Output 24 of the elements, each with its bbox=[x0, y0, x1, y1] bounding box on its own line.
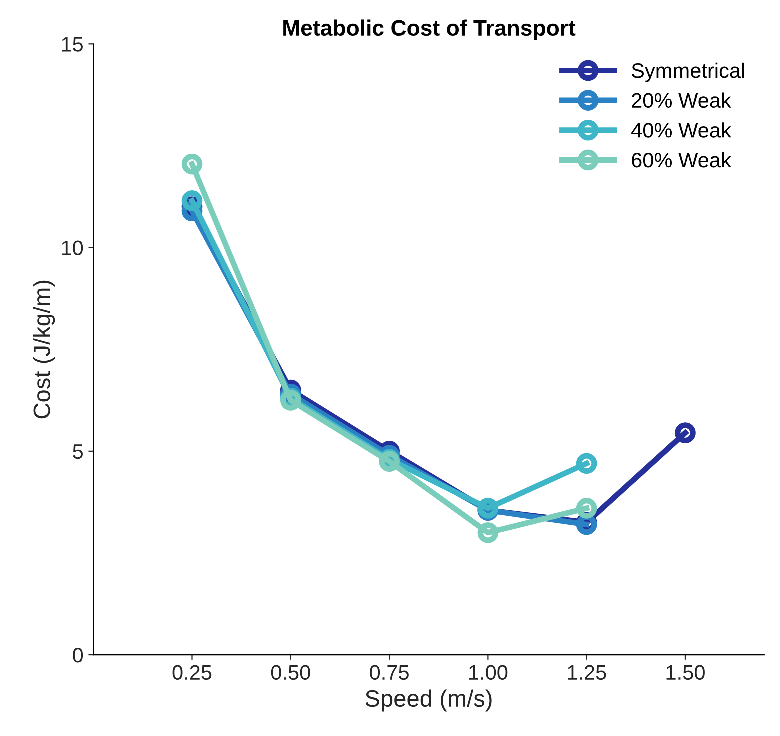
point bbox=[182, 154, 203, 175]
x-tick-label: 0.75 bbox=[370, 665, 409, 680]
legend-label: Symmetrical bbox=[632, 62, 744, 82]
point bbox=[478, 522, 499, 544]
y-tick-label: 5 bbox=[73, 444, 84, 460]
x-tick-label: 1.00 bbox=[470, 665, 508, 680]
point bbox=[576, 453, 598, 474]
legend-label: 20% Weak bbox=[632, 92, 732, 108]
x-tick-label: 0.50 bbox=[271, 665, 310, 680]
point bbox=[675, 422, 696, 444]
x-tick-label: 0.25 bbox=[172, 665, 212, 680]
x-tick-label: 1.50 bbox=[666, 665, 705, 680]
y-tick-label: 10 bbox=[62, 240, 84, 256]
y-axis-title: Cost (J/kg/m) bbox=[33, 280, 56, 419]
point bbox=[379, 451, 400, 472]
legend-label: 40% Weak bbox=[632, 122, 732, 138]
chart-title: Metabolic Cost of Transport bbox=[284, 20, 576, 40]
y-tick-label: 0 bbox=[73, 648, 84, 663]
legend-label: 60% Weak bbox=[632, 152, 732, 168]
x-tick-label: 1.25 bbox=[568, 665, 606, 680]
point bbox=[182, 190, 203, 212]
y-tick-label: 15 bbox=[62, 37, 84, 52]
point bbox=[576, 498, 598, 519]
x-axis-title: Speed (m/s) bbox=[366, 690, 492, 712]
